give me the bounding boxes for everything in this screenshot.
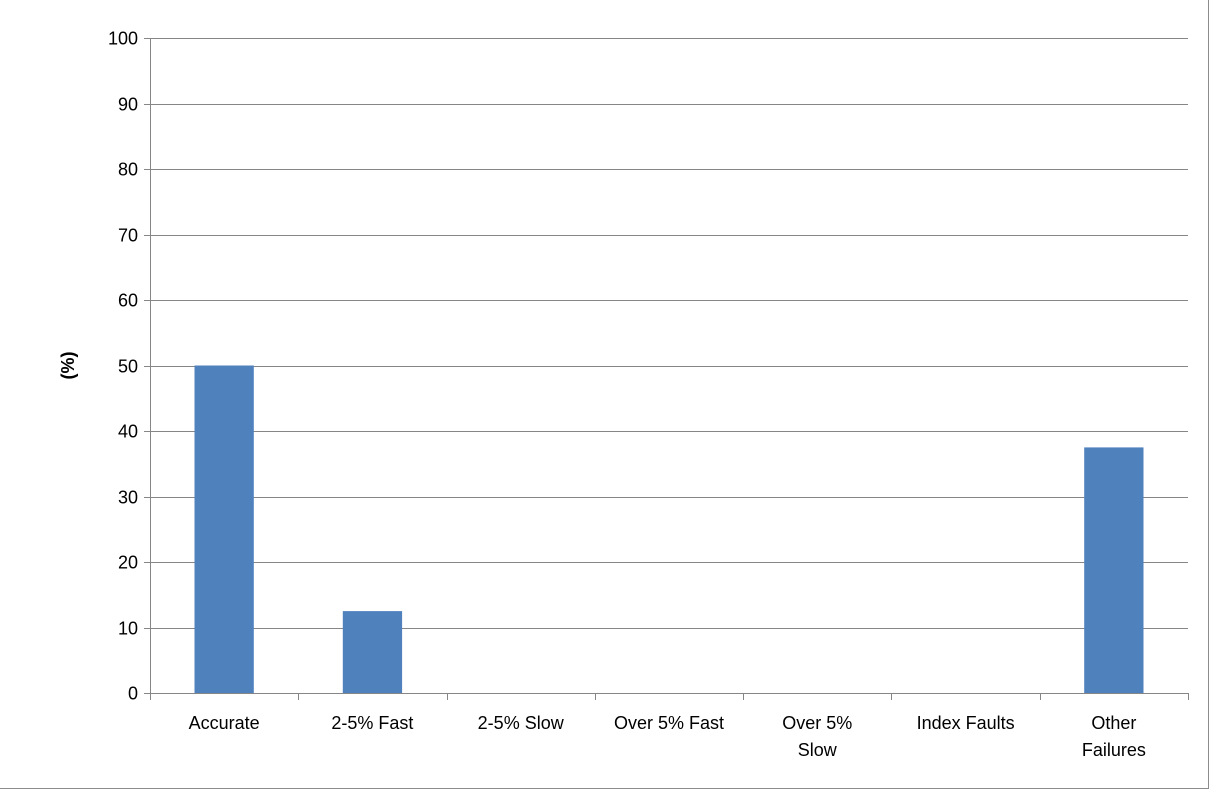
y-tick-label: 80 (118, 160, 138, 180)
y-tick-label: 20 (118, 553, 138, 573)
y-tick-label: 0 (128, 684, 138, 704)
x-tick-label-line: Over 5% Fast (614, 713, 724, 733)
x-tick-label-line: Slow (798, 740, 838, 760)
y-tick-label: 10 (118, 619, 138, 639)
bars (194, 365, 1144, 693)
x-tick-label: 2-5% Fast (331, 713, 413, 733)
y-tick-label: 50 (118, 357, 138, 377)
x-tick-label: Accurate (189, 713, 260, 733)
x-tick-label-line: Other (1091, 713, 1136, 733)
x-tick-label-line: Over 5% (782, 713, 852, 733)
y-tick-label: 60 (118, 291, 138, 311)
x-tick-label-line: 2-5% Slow (478, 713, 565, 733)
y-tick-label: 90 (118, 95, 138, 115)
bar (342, 611, 403, 693)
x-tick-label: Over 5% Slow (782, 713, 852, 760)
x-tick-labels: Accurate 2-5% Fast 2-5% Slow Over 5% Fast Ov… (189, 713, 1146, 760)
axes (144, 38, 1189, 700)
y-tick-labels: 0 10 20 30 40 50 60 70 80 90 100 (108, 29, 138, 704)
x-tick-label: Other Failures (1082, 713, 1146, 760)
bar (194, 365, 254, 693)
x-tick-label-line: Failures (1082, 740, 1146, 760)
y-axis-title: (%) (58, 352, 78, 380)
y-tick-label: 30 (118, 488, 138, 508)
x-tick-label-line: 2-5% Fast (331, 713, 413, 733)
x-tick-label: 2-5% Slow (478, 713, 565, 733)
x-tick-label: Over 5% Fast (614, 713, 724, 733)
y-tick-label: 100 (108, 29, 138, 49)
x-tick-label: Index Faults (917, 713, 1015, 733)
gridlines (150, 38, 1188, 629)
x-tick-label-line: Accurate (189, 713, 260, 733)
bar (1084, 447, 1144, 693)
y-tick-label: 70 (118, 226, 138, 246)
x-tick-label-line: Index Faults (917, 713, 1015, 733)
y-tick-label: 40 (118, 422, 138, 442)
